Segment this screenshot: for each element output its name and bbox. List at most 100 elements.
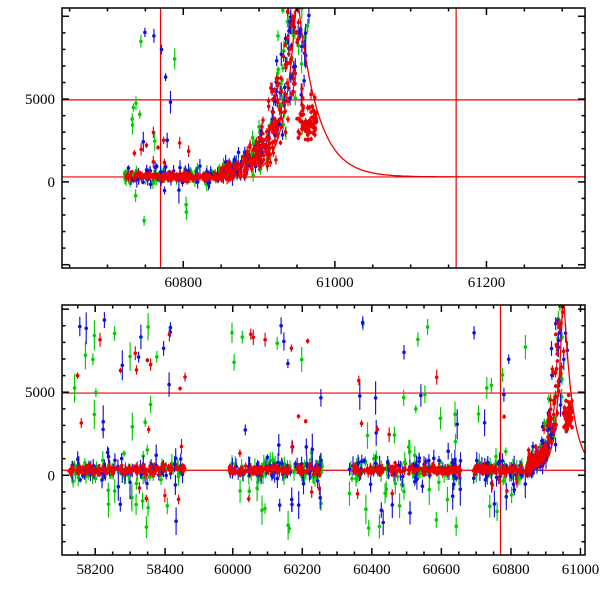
red-data-point (253, 155, 258, 160)
red-data-point (145, 358, 150, 363)
red-data-point (543, 445, 548, 450)
blue-data-point (520, 474, 524, 478)
blue-data-point (453, 458, 457, 462)
red-data-point (301, 106, 305, 110)
green-data-point (143, 420, 147, 425)
blue-data-point (279, 461, 284, 466)
red-data-point (567, 417, 571, 422)
green-data-point (383, 491, 387, 496)
red-data-point (298, 132, 302, 136)
red-data-point (129, 170, 134, 174)
red-data-point (296, 37, 300, 42)
green-data-point (509, 493, 514, 497)
green-data-point (489, 383, 494, 388)
red-data-point (553, 332, 558, 337)
blue-data-point (420, 484, 425, 489)
blue-data-point (381, 520, 386, 525)
red-data-point (268, 160, 273, 165)
blue-data-point (286, 1, 290, 5)
red-data-point (288, 47, 293, 51)
green-data-point (559, 288, 563, 292)
green-data-point (270, 458, 275, 463)
red-data-point (565, 427, 569, 432)
blue-data-point (293, 462, 298, 466)
red-data-point (296, 469, 301, 474)
red-data-point (177, 141, 182, 145)
blue-data-point (554, 249, 558, 253)
blue-data-point (106, 454, 111, 459)
green-data-point (485, 386, 489, 390)
red-data-point (300, 127, 304, 131)
red-data-point (554, 367, 559, 371)
red-data-point (267, 465, 272, 470)
red-data-point (311, 131, 315, 135)
blue-data-point (556, 237, 560, 241)
red-data-point (157, 472, 162, 477)
red-data-point (148, 464, 152, 469)
green-data-point (281, 8, 285, 13)
red-data-point (276, 100, 280, 105)
red-data-point (271, 465, 275, 470)
red-data-point (259, 145, 264, 149)
red-data-point (278, 141, 283, 145)
red-data-point (244, 171, 249, 175)
red-data-point (416, 468, 420, 473)
green-data-point (159, 478, 163, 482)
red-data-point (303, 137, 308, 142)
blue-data-point (471, 476, 476, 481)
red-data-point (168, 173, 172, 177)
blue-data-point (120, 363, 125, 368)
red-data-point (515, 480, 519, 484)
red-data-point (225, 170, 230, 175)
red-data-point (373, 468, 378, 473)
blue-data-point (360, 459, 364, 464)
blue-data-point (360, 320, 365, 325)
red-data-point (561, 349, 566, 354)
red-data-point (118, 368, 123, 373)
green-data-point (83, 460, 87, 465)
green-data-point (372, 456, 376, 461)
red-data-point (120, 463, 124, 468)
red-data-point (91, 472, 96, 477)
red-data-point (174, 466, 179, 470)
green-data-point (148, 402, 153, 407)
red-data-point (287, 61, 292, 65)
x-tick-label: 61000 (316, 275, 354, 291)
green-data-point (408, 449, 412, 454)
blue-data-point (282, 85, 287, 90)
red-data-point (300, 96, 305, 100)
red-data-point (234, 166, 239, 171)
red-data-point (369, 469, 373, 473)
red-data-point (160, 178, 165, 182)
bottom-panel: 58200 58400 60000 60200 60400 60600 60800 61000… (25, 237, 599, 578)
blue-data-point (195, 180, 200, 184)
green-data-point (247, 489, 252, 494)
blue-data-point (540, 439, 544, 443)
red-data-point (554, 343, 559, 347)
blue-data-point (167, 382, 171, 387)
blue-data-point (511, 482, 516, 487)
red-data-point (438, 470, 442, 475)
blue-data-point (148, 182, 153, 187)
red-data-point (137, 486, 142, 490)
red-data-point (174, 177, 178, 181)
red-data-point (148, 170, 152, 175)
blue-data-point (454, 476, 459, 481)
green-data-point (238, 489, 242, 493)
green-data-point (130, 123, 135, 127)
blue-data-point (286, 361, 290, 366)
blue-data-point (289, 497, 294, 502)
blue-data-point (300, 44, 304, 49)
red-data-point (275, 125, 280, 130)
red-data-point (311, 108, 316, 113)
red-data-point (185, 172, 189, 176)
y-tick-label: 5000 (25, 385, 55, 401)
blue-data-point (317, 463, 322, 467)
red-data-point (396, 468, 400, 473)
bottom-axes (61, 304, 586, 556)
red-data-point (262, 158, 266, 162)
red-data-point (162, 171, 167, 176)
red-data-point (269, 86, 273, 90)
red-data-point (533, 461, 537, 466)
red-data-point (550, 428, 554, 433)
